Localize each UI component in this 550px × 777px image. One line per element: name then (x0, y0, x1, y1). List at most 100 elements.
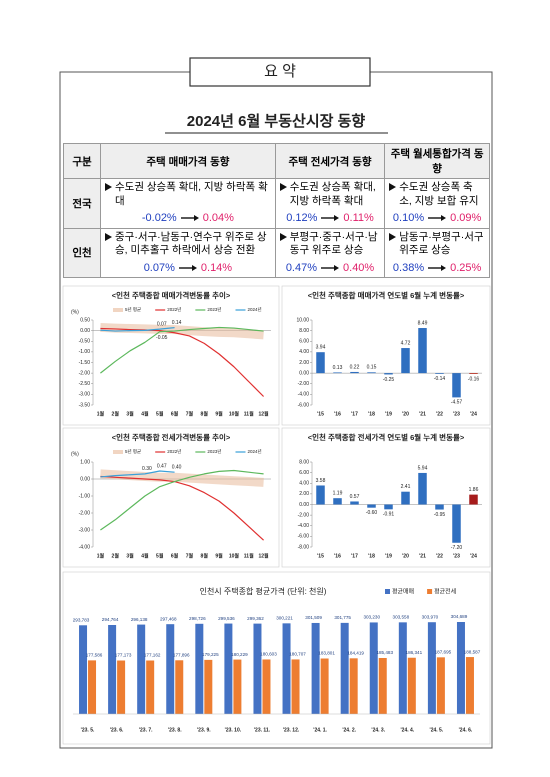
bullet-icon (105, 183, 112, 191)
bar (427, 622, 436, 714)
x-tick-label: '23. 11. (254, 727, 271, 733)
value-label: 4.72 (401, 340, 411, 346)
y-tick-label: 0.00 (80, 328, 90, 334)
value-label: 180,603 (260, 652, 277, 657)
x-tick-label: '24. 1. (313, 727, 327, 733)
value-label: 183,801 (318, 651, 335, 656)
cell-text: 부평구·중구·서구·남동구 위주로 상승 (289, 230, 378, 257)
chart-frame (62, 427, 280, 568)
y-tick-label: 4.00 (299, 349, 309, 355)
bar (369, 622, 378, 714)
x-tick-label: '24. 2. (342, 727, 356, 733)
change-line: 0.38% 0.25% (389, 261, 485, 275)
x-tick-label: '23. 6. (110, 727, 124, 733)
value-label: -0.25 (383, 377, 395, 383)
value-label: 0.57 (350, 494, 360, 500)
bullet-icon (105, 232, 112, 241)
value-label: 296,138 (131, 617, 148, 622)
cell-text-line: 부평구·중구·서구·남동구 위주로 상승 (279, 230, 380, 258)
bar (469, 373, 478, 374)
bar (311, 622, 320, 714)
change-from: 0.47% (285, 261, 318, 274)
change-to: 0.04% (202, 212, 234, 225)
y-tick-label: 8.00 (299, 328, 309, 334)
table-row: 인천 중구·서구·남동구·연수구 위주로 상승, 미추홀구 하락에서 상승 전환 0… (63, 227, 490, 279)
y-tick-label: 6.00 (299, 470, 309, 476)
x-tick-label: 3월 (126, 552, 134, 559)
change-line: 0.07% 0.14% (105, 261, 271, 275)
x-tick-label: 9월 (215, 552, 223, 559)
chart: <인천 주택종합 전세가격변동률 추이> (%)1.00 0.00 -1.00 -2.0… (62, 427, 280, 568)
bar (398, 622, 407, 714)
x-tick-label: 2월 (112, 552, 120, 559)
bullet-triangle (279, 183, 287, 191)
bar (384, 504, 393, 510)
value-label: -0.60 (366, 510, 378, 516)
x-tick-label: 10월 (229, 552, 240, 559)
x-tick-label: '20 (402, 553, 409, 559)
legend-label: 2022년 (167, 306, 181, 312)
value-label: 3.94 (316, 345, 326, 351)
x-tick-label: 3월 (126, 410, 134, 417)
value-label: 304,689 (451, 614, 468, 619)
value-label: 301,509 (305, 615, 322, 620)
value-label: 179,225 (202, 652, 219, 657)
value-label: 184,419 (347, 651, 364, 656)
table-cell: 수도권 상승폭 확대, 지방 하락폭 확대 0.12% 0.11% (274, 178, 386, 229)
chart-frame (62, 285, 280, 426)
bar (224, 623, 233, 714)
change-line: 0.12% 0.11% (280, 211, 380, 225)
x-tick-label: 7월 (186, 552, 194, 559)
summary-title: 요 약 (264, 63, 296, 80)
y-tick-label: 0.00 (299, 502, 309, 508)
series-line (100, 470, 175, 478)
y-tick-label: -4.00 (79, 544, 91, 550)
row-header: 전국 (63, 178, 101, 229)
x-tick-label: '23. 7. (139, 727, 153, 733)
y-tick-label: 6.00 (299, 339, 309, 345)
y-tick-label: -2.50 (79, 381, 91, 387)
x-tick-label: 11월 (244, 410, 254, 417)
legend-label: 2023년 (207, 448, 221, 454)
x-tick-label: 1월 (97, 552, 105, 559)
value-label: 185,483 (376, 650, 393, 655)
bar (367, 372, 376, 374)
x-tick-label: 6월 (171, 552, 179, 559)
x-tick-label: 4월 (141, 410, 149, 417)
series-line (100, 327, 265, 397)
change-from: 0.12% (286, 212, 318, 225)
row-header: 인천 (63, 227, 101, 279)
bullet-icon (279, 183, 287, 191)
bar (316, 485, 325, 505)
value-label: 298,726 (189, 616, 206, 621)
x-tick-label: 12월 (258, 552, 269, 559)
bar (418, 472, 427, 505)
chart-title: <인천 주택종합 전세가격 연도별 6월 누계 변동률> (308, 432, 465, 442)
y-tick-label: 8.00 (299, 459, 309, 465)
value-label: -4.57 (451, 400, 463, 406)
bullet-triangle (389, 232, 397, 241)
column-header: 주택 월세통합가격 동향 (384, 143, 490, 179)
x-tick-label: 5월 (156, 410, 164, 417)
value-label: 8.49 (418, 320, 428, 326)
arrow-icon (180, 215, 199, 222)
bar (401, 491, 410, 505)
value-label: 180,229 (231, 652, 248, 657)
x-tick-label: 4월 (141, 552, 149, 559)
x-tick-label: '15 (317, 553, 324, 559)
table-cell: 수도권 상승폭 확대, 지방 하락폭 확대 -0.02% 0.04% (100, 178, 276, 229)
change-from: 0.10% (392, 212, 425, 225)
change-to: 0.11% (343, 212, 374, 225)
y-tick-label: -3.00 (79, 392, 91, 398)
x-tick-label: '23. 12. (283, 727, 300, 733)
value-label: 177,173 (115, 653, 132, 658)
legend-label: 5년 평균 (125, 306, 141, 312)
y-tick-label: -2.00 (79, 370, 91, 376)
value-label: -0.95 (434, 512, 446, 518)
legend-label: 2022년 (167, 448, 181, 454)
bar (204, 659, 213, 714)
y-unit: (%) (71, 451, 79, 457)
change-line: -0.02% 0.04% (105, 211, 271, 225)
bar (456, 622, 465, 714)
